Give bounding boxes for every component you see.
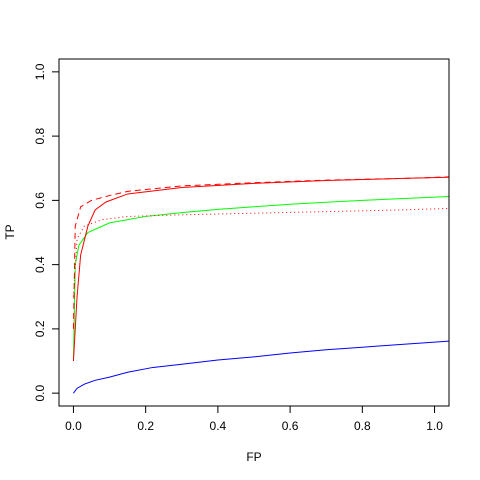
series-line (72, 207, 449, 297)
plot-frame (58, 58, 450, 407)
y-tick-label: 0.2 (33, 320, 47, 337)
y-axis-title: TP (3, 224, 17, 239)
x-tick-label: 0.2 (137, 419, 154, 433)
x-tick-label: 0.4 (210, 419, 227, 433)
y-tick-label: 0.8 (33, 127, 47, 144)
y-tick-label: 1.0 (33, 63, 47, 80)
x-axis-title: FP (246, 450, 261, 464)
x-tick-label: 1.0 (426, 419, 443, 433)
series-line (72, 196, 449, 362)
x-tick-label: 0.0 (65, 419, 82, 433)
y-tick-label: 0.4 (33, 256, 47, 273)
x-tick-label: 0.6 (282, 419, 299, 433)
x-tick-label: 0.8 (354, 419, 371, 433)
y-tick-label: 0.0 (33, 384, 47, 401)
y-tick-label: 0.6 (33, 192, 47, 209)
series-line (72, 176, 449, 329)
series-line (73, 340, 449, 394)
plot-area (72, 176, 449, 394)
